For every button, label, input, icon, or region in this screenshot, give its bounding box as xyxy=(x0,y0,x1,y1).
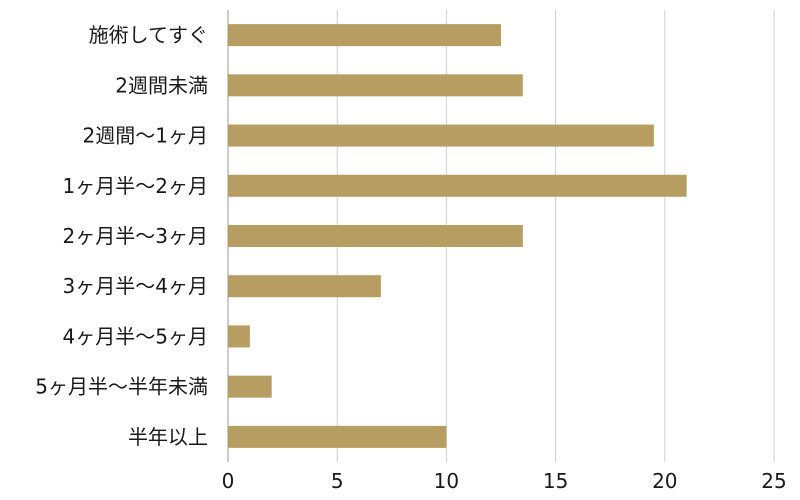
x-tick-label: 0 xyxy=(222,469,235,493)
x-tick-label: 20 xyxy=(652,469,677,493)
bar xyxy=(228,124,654,147)
category-label: 2週間未満 xyxy=(115,73,208,97)
bars xyxy=(228,24,687,448)
bar xyxy=(228,375,272,398)
x-tick-label: 15 xyxy=(543,469,568,493)
category-label: 施術してすぐ xyxy=(89,23,208,47)
x-tick-label: 10 xyxy=(434,469,459,493)
bar xyxy=(228,174,687,197)
category-label: 1ヶ月半〜2ヶ月 xyxy=(63,174,208,198)
category-labels: 施術してすぐ 2週間未満 2週間〜1ヶ月 1ヶ月半〜2ヶ月 2ヶ月半〜3ヶ月 3ヶ月半〜4… xyxy=(35,23,208,449)
bar xyxy=(228,425,447,448)
bar xyxy=(228,74,523,97)
x-tick-labels: 0 5 10 15 20 25 xyxy=(222,469,787,493)
category-label: 5ヶ月半〜半年未満 xyxy=(35,375,208,399)
bar xyxy=(228,275,381,298)
category-label: 2週間〜1ヶ月 xyxy=(83,124,208,148)
category-label: 4ヶ月半〜5ヶ月 xyxy=(63,324,208,348)
category-label: 半年以上 xyxy=(128,425,208,449)
bar xyxy=(228,225,523,247)
x-tick-label: 5 xyxy=(331,469,344,493)
category-label: 2ヶ月半〜3ヶ月 xyxy=(63,224,208,248)
x-tick-label: 25 xyxy=(761,469,786,493)
category-label: 3ヶ月半〜4ヶ月 xyxy=(63,274,208,298)
bar xyxy=(228,325,250,348)
bar xyxy=(228,24,501,47)
